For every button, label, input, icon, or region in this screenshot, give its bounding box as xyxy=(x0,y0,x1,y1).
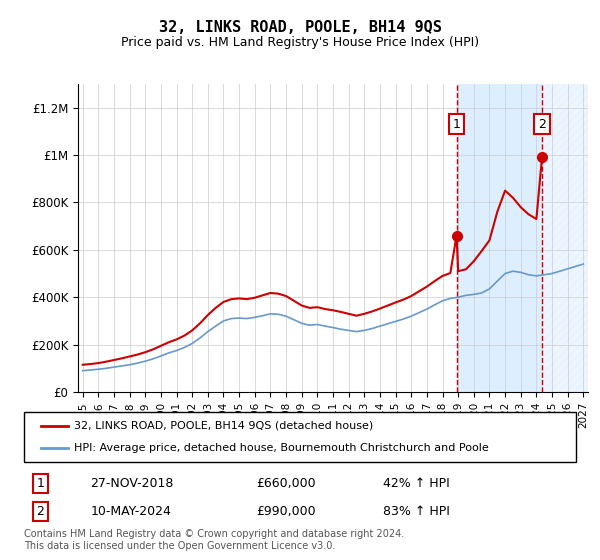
Text: £660,000: £660,000 xyxy=(256,477,316,490)
Bar xyxy=(457,84,542,392)
Text: 83% ↑ HPI: 83% ↑ HPI xyxy=(383,505,449,518)
Text: Price paid vs. HM Land Registry's House Price Index (HPI): Price paid vs. HM Land Registry's House … xyxy=(121,36,479,49)
Bar xyxy=(542,84,591,392)
Text: 27-NOV-2018: 27-NOV-2018 xyxy=(90,477,173,490)
FancyBboxPatch shape xyxy=(24,412,576,462)
Text: 10-MAY-2024: 10-MAY-2024 xyxy=(90,505,171,518)
Text: 1: 1 xyxy=(37,477,44,490)
Text: HPI: Average price, detached house, Bournemouth Christchurch and Poole: HPI: Average price, detached house, Bour… xyxy=(74,443,488,453)
Text: Contains HM Land Registry data © Crown copyright and database right 2024.
This d: Contains HM Land Registry data © Crown c… xyxy=(24,529,404,551)
Text: £990,000: £990,000 xyxy=(256,505,316,518)
Text: 42% ↑ HPI: 42% ↑ HPI xyxy=(383,477,449,490)
Text: 32, LINKS ROAD, POOLE, BH14 9QS: 32, LINKS ROAD, POOLE, BH14 9QS xyxy=(158,20,442,35)
Text: 2: 2 xyxy=(37,505,44,518)
Text: 32, LINKS ROAD, POOLE, BH14 9QS (detached house): 32, LINKS ROAD, POOLE, BH14 9QS (detache… xyxy=(74,421,373,431)
Text: 1: 1 xyxy=(452,118,461,130)
Text: 2: 2 xyxy=(538,118,546,130)
